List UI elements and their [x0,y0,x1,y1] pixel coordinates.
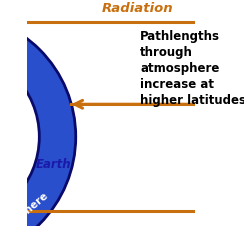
Text: Radiation: Radiation [102,1,173,15]
Circle shape [0,50,39,224]
Text: Atmosphere: Atmosphere [0,190,51,244]
Text: Earth: Earth [36,158,71,171]
Circle shape [0,14,76,246]
Text: Pathlengths
through
atmosphere
increase at
higher latitudes: Pathlengths through atmosphere increase … [140,30,244,107]
